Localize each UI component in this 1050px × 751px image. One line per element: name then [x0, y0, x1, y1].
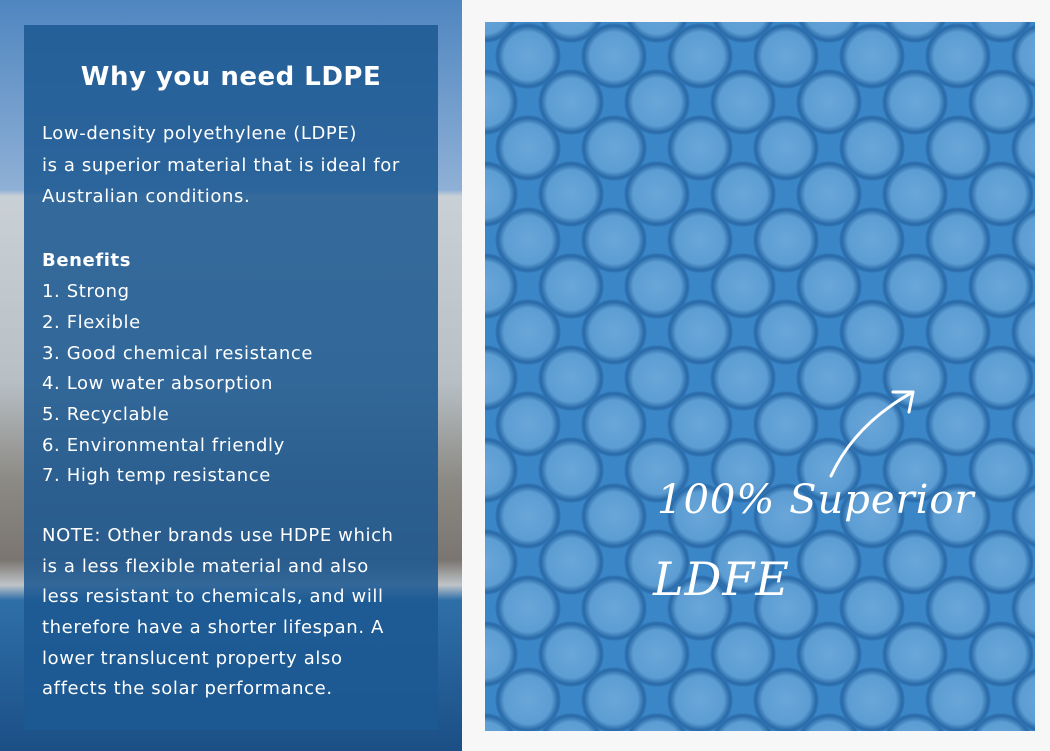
bubble-cover-closeup: 100% Superior LDFE	[485, 22, 1035, 731]
caption-line-2: LDFE	[653, 552, 790, 606]
note-line: affects the solar performance.	[42, 678, 333, 699]
intro-line: Low-density polyethylene (LDPE)	[42, 123, 357, 144]
benefit-item: 1. Strong	[42, 281, 130, 302]
benefit-item: 5. Recyclable	[42, 404, 170, 425]
info-panel: Why you need LDPE Low-density polyethyle…	[24, 25, 438, 730]
note-line: therefore have a shorter lifespan. A	[42, 617, 384, 638]
intro-line: Australian conditions.	[42, 186, 251, 207]
panel-title: Why you need LDPE	[80, 62, 382, 92]
benefit-item: 7. High temp resistance	[42, 465, 271, 486]
benefit-item: 6. Environmental friendly	[42, 435, 285, 456]
note-line: NOTE: Other brands use HDPE which	[42, 525, 394, 546]
arrow-up-right-icon	[829, 390, 915, 478]
benefit-item: 3. Good chemical resistance	[42, 343, 314, 364]
benefit-item: 2. Flexible	[42, 312, 141, 333]
intro-line: is a superior material that is ideal for	[42, 155, 400, 176]
note-line: lower translucent property also	[42, 648, 343, 669]
note-line: is a less flexible material and also	[42, 556, 369, 577]
note-line: less resistant to chemicals, and will	[42, 586, 384, 607]
benefit-item: 4. Low water absorption	[42, 373, 274, 394]
caption-line-1: 100% Superior	[657, 477, 975, 523]
benefits-heading: Benefits	[42, 250, 132, 271]
